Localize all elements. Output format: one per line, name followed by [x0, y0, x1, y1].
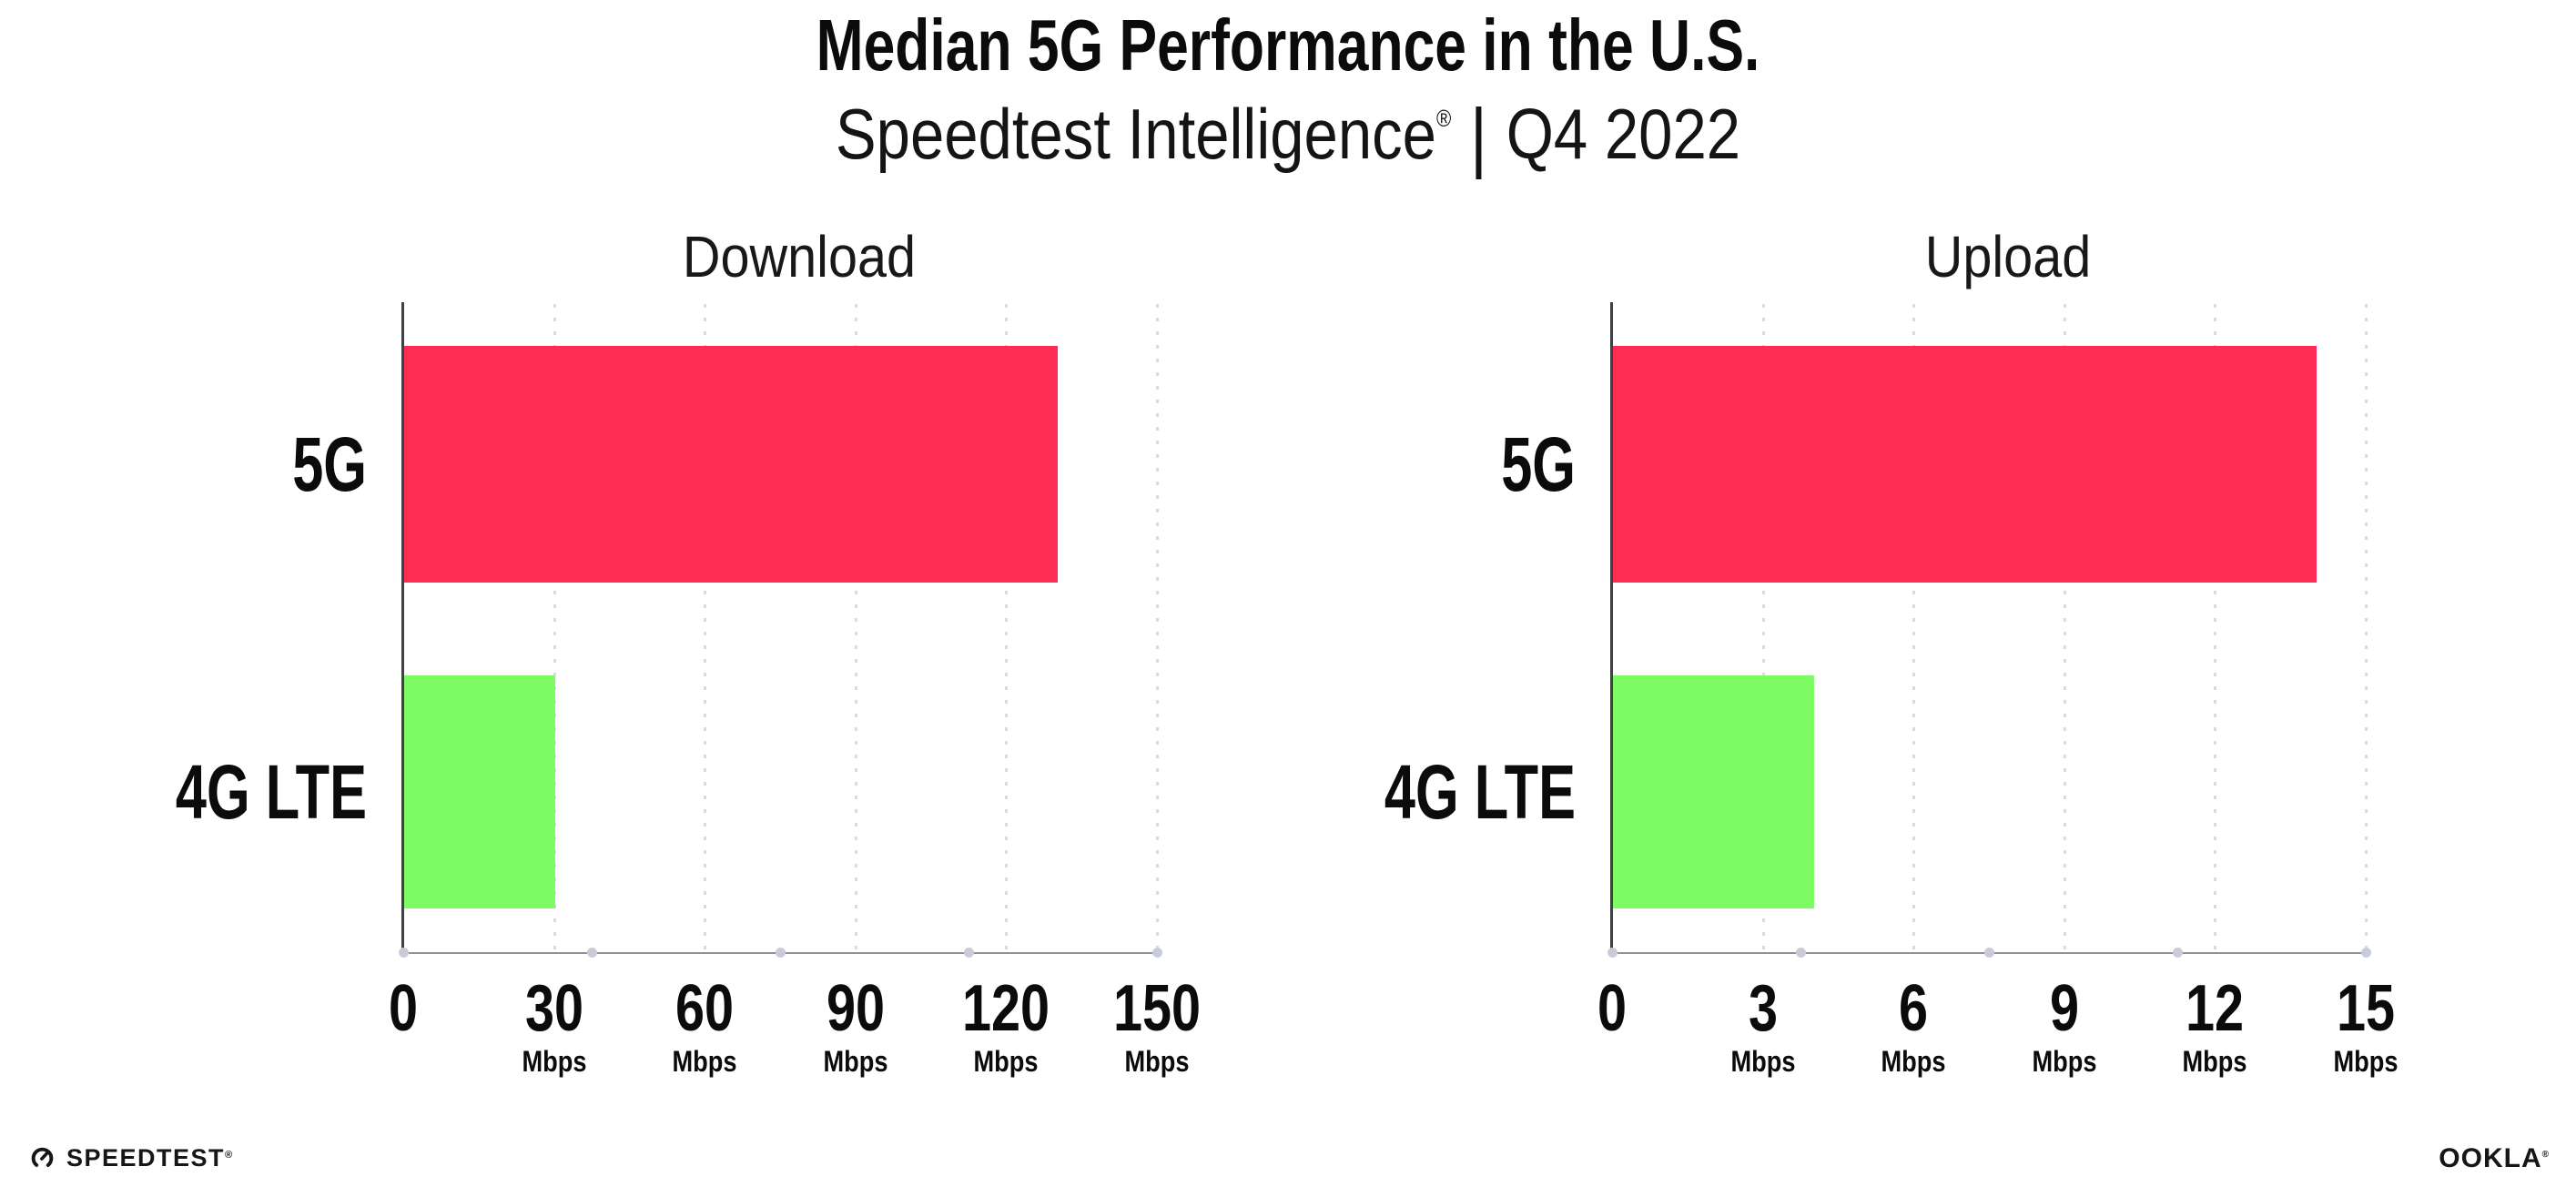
x-tick-120: 120: [962, 972, 1050, 1045]
speedtest-registered-mark-icon: ®: [225, 1149, 233, 1161]
x-tick-0: 0: [388, 972, 419, 1045]
x-tick-90: 90: [826, 972, 885, 1045]
download-plot-area: 5G 4G LTE 0 30 Mbps 60 Mbps 90 Mbps 120 Mbps 150 Mbp…: [176, 302, 1201, 1076]
axis-dot: [587, 948, 597, 958]
ookla-registered-mark-icon: ®: [2541, 1150, 2549, 1160]
ookla-logo: OOKLA®: [2439, 1145, 2549, 1172]
x-tick-3: 3: [1748, 972, 1778, 1045]
x-tick-unit-12: Mbps: [2182, 1045, 2247, 1078]
axis-dot: [2361, 948, 2371, 958]
gridline-9: [2063, 304, 2066, 950]
x-tick-15: 15: [2336, 972, 2396, 1045]
registered-trademark-icon: ®: [1435, 107, 1452, 133]
speedometer-gauge-icon: [31, 1147, 54, 1169]
download-y-axis-line: [401, 302, 404, 954]
gridline-90: [854, 304, 857, 950]
page-subtitle: Speedtest Intelligence® | Q4 2022: [180, 97, 2396, 177]
bar-5g: [1613, 346, 2317, 583]
x-tick-12: 12: [2186, 972, 2245, 1045]
gridline-3: [1761, 304, 1765, 950]
download-chart: Download 5G 4G LTE 0 30 Mbps 60 Mbps 90 Mbps 120 M…: [176, 228, 1201, 1076]
x-tick-150: 150: [1112, 972, 1202, 1045]
axis-dot: [1984, 948, 1994, 958]
x-tick-unit-90: Mbps: [823, 1045, 888, 1078]
x-tick-unit-9: Mbps: [2032, 1045, 2097, 1078]
x-tick-unit-120: Mbps: [973, 1045, 1039, 1078]
upload-y-axis-line: [1610, 302, 1613, 954]
bar-4g-lte: [404, 675, 555, 908]
category-label-4g-lte: 4G LTE: [175, 749, 367, 835]
subtitle-brand: Speedtest Intelligence: [835, 94, 1436, 174]
speedtest-wordmark-text: SPEEDTEST: [66, 1143, 226, 1172]
x-tick-unit-150: Mbps: [1124, 1045, 1190, 1078]
axis-dot: [399, 948, 409, 958]
category-label-5g: 5G: [292, 421, 367, 507]
gridline-30: [553, 304, 556, 950]
gridline-150: [1156, 304, 1159, 950]
x-tick-unit-60: Mbps: [672, 1045, 737, 1078]
ookla-wordmark-text: OOKLA: [2439, 1143, 2542, 1173]
bar-4g-lte: [1613, 675, 1814, 908]
category-label-4g-lte: 4G LTE: [1384, 749, 1576, 835]
x-tick-6: 6: [1899, 972, 1929, 1045]
x-tick-0: 0: [1597, 972, 1628, 1045]
gridline-120: [1005, 304, 1009, 950]
speedtest-logo: SPEEDTEST®: [30, 1143, 232, 1172]
bar-5g: [404, 346, 1058, 583]
upload-chart-title: Upload: [1924, 224, 2092, 289]
x-tick-unit-6: Mbps: [1881, 1045, 1946, 1078]
x-tick-60: 60: [675, 972, 735, 1045]
x-tick-unit-15: Mbps: [2333, 1045, 2399, 1078]
axis-dot: [1796, 948, 1806, 958]
subtitle-period: Q4 2022: [1506, 94, 1741, 174]
axis-dot: [776, 948, 786, 958]
x-tick-unit-3: Mbps: [1730, 1045, 1796, 1078]
page-title: Median 5G Performance in the U.S.: [816, 5, 1760, 86]
axis-dot: [1152, 948, 1162, 958]
axis-dot: [1607, 948, 1618, 958]
gridline-60: [704, 304, 707, 950]
download-chart-title: Download: [682, 224, 917, 289]
axis-dot: [2173, 948, 2183, 958]
gridline-15: [2365, 304, 2368, 950]
upload-plot-area: 5G 4G LTE 0 3 Mbps 6 Mbps 9 Mbps 12 Mbps 15 Mbps: [1384, 302, 2399, 1076]
gridline-12: [2214, 304, 2217, 950]
x-tick-unit-30: Mbps: [522, 1045, 587, 1078]
speedtest-wordmark: SPEEDTEST®: [66, 1143, 233, 1172]
subtitle-separator: |: [1469, 93, 1488, 181]
x-tick-30: 30: [524, 972, 583, 1045]
gridline-6: [1912, 304, 1916, 950]
upload-chart: Upload 5G 4G LTE 0 3 Mbps 6 Mbps 9 Mbps 12 Mbps 15 M…: [1384, 228, 2399, 1076]
x-tick-9: 9: [2049, 972, 2079, 1045]
category-label-5g: 5G: [1501, 421, 1576, 507]
axis-dot: [964, 948, 974, 958]
